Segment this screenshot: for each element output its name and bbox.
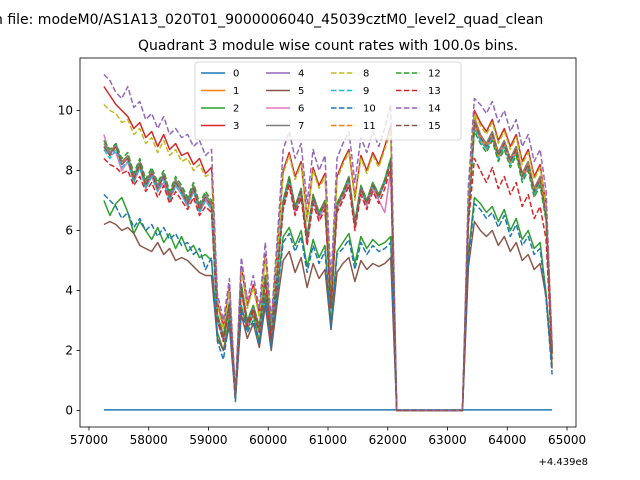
y-tick-label: 4 <box>65 284 73 298</box>
y-tick-label: 2 <box>65 344 73 358</box>
series-line-6 <box>103 124 553 412</box>
chart-title: Quadrant 3 module wise count rates with … <box>138 38 518 54</box>
figure-suptitle: n file: modeM0/AS1A13_020T01_9000006040_… <box>0 12 543 28</box>
legend-label: 4 <box>298 69 304 80</box>
legend-label: 8 <box>363 69 369 80</box>
legend-label: 6 <box>298 104 304 115</box>
x-tick-label: 59000 <box>189 433 227 447</box>
x-tick-label: 58000 <box>130 433 168 447</box>
plot-area <box>79 57 577 428</box>
x-tick-label: 62000 <box>369 433 407 447</box>
legend-label: 12 <box>428 69 441 80</box>
x-tick-label: 57000 <box>70 433 108 447</box>
legend-box <box>194 61 462 141</box>
series-line-8 <box>103 103 553 412</box>
x-tick-label: 60000 <box>249 433 287 447</box>
x-tick-label: 61000 <box>309 433 347 447</box>
y-tick-label: 6 <box>65 224 73 238</box>
legend-label: 3 <box>233 121 239 132</box>
y-tick-label: 8 <box>65 164 73 178</box>
legend-label: 11 <box>363 121 376 132</box>
legend-label: 2 <box>233 104 239 115</box>
legend-label: 14 <box>428 104 441 115</box>
series-line-10 <box>103 193 553 412</box>
legend-label: 5 <box>298 86 304 97</box>
series-line-15 <box>103 121 553 412</box>
x-axis: 57000 58000 59000 60000 61000 62000 63000 64000… <box>70 427 586 447</box>
legend-label: 13 <box>428 86 441 97</box>
legend-label: 15 <box>428 121 441 132</box>
legend-label: 9 <box>363 86 369 97</box>
y-axis: 0 2 4 6 8 10 <box>58 104 80 418</box>
x-tick-label: 65000 <box>548 433 586 447</box>
legend-label: 1 <box>233 86 239 97</box>
legend-label: 7 <box>298 121 304 132</box>
x-axis-offset-text: +4.439e8 <box>538 457 588 468</box>
legend-label: 10 <box>363 104 376 115</box>
y-tick-label: 10 <box>58 104 73 118</box>
legend-label: 0 <box>233 69 239 80</box>
x-tick-label: 63000 <box>428 433 466 447</box>
y-tick-label: 0 <box>65 404 73 418</box>
series-lines <box>103 73 553 412</box>
x-tick-label: 64000 <box>488 433 526 447</box>
